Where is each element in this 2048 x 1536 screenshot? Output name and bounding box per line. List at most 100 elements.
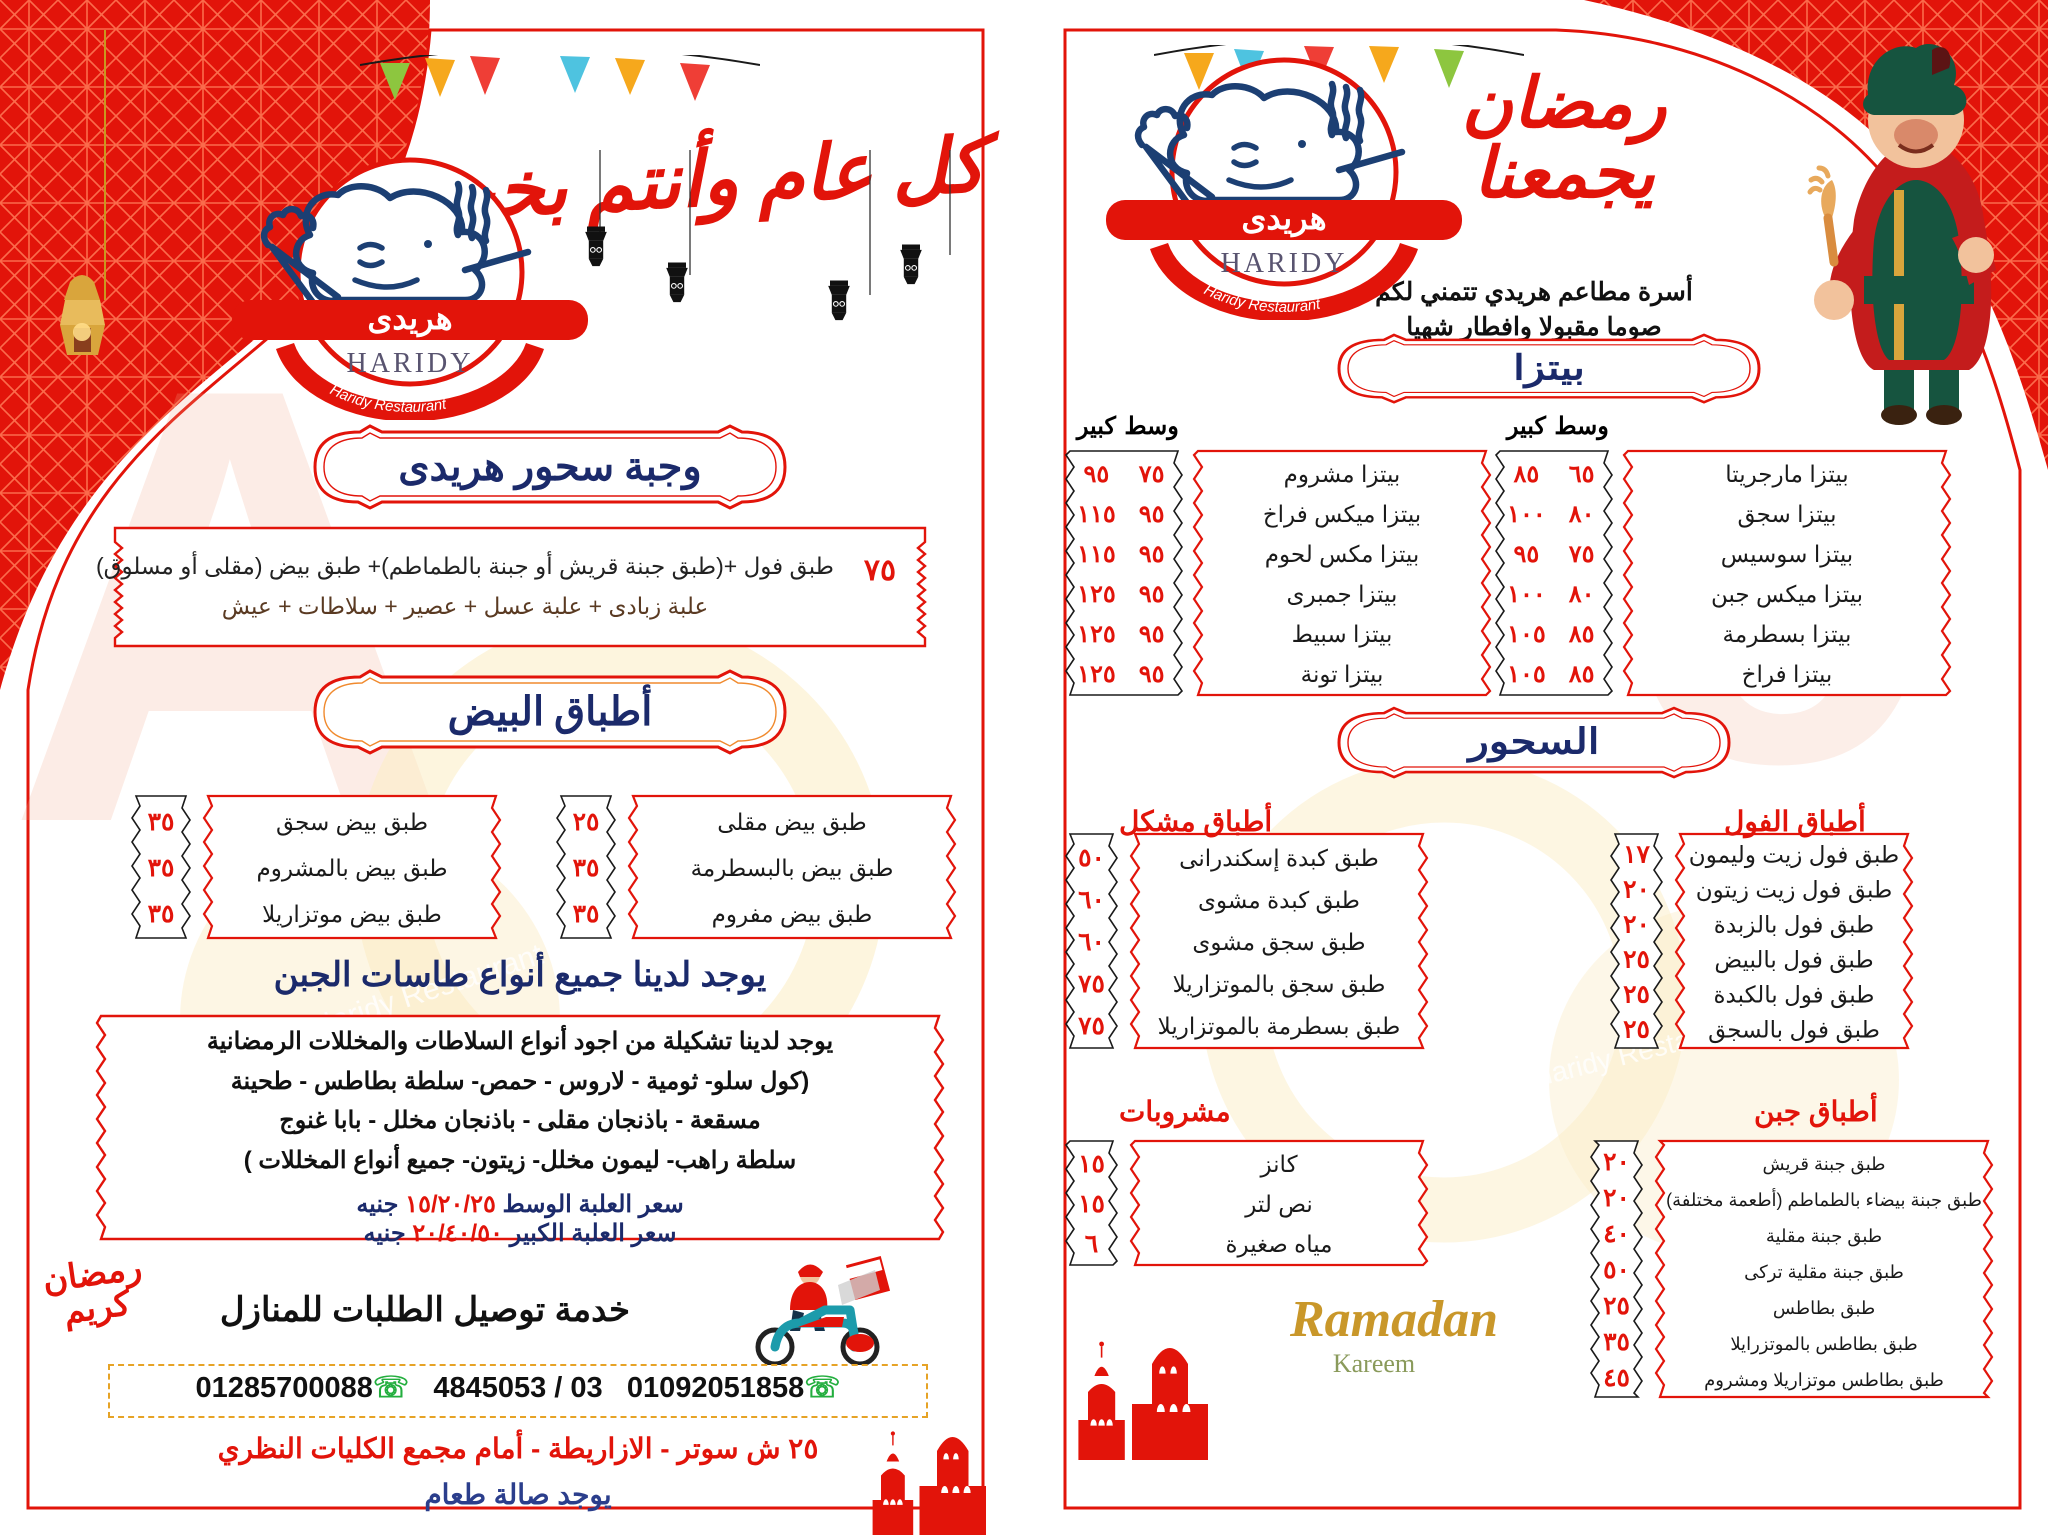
- svg-text:طبق بطاطس بالموتزرايلا: طبق بطاطس بالموتزرايلا: [1730, 1334, 1917, 1355]
- svg-text:طبق بيض بالبسطرمة: طبق بيض بالبسطرمة: [691, 855, 894, 882]
- svg-text:طبق فول زيت وليمون: طبق فول زيت وليمون: [1689, 842, 1899, 869]
- svg-text:طبق فول +(طبق جبنة قريش أو جبن: طبق فول +(طبق جبنة قريش أو جبنة بالطماطم…: [96, 551, 834, 580]
- svg-text:طبق فول بالسجق: طبق فول بالسجق: [1708, 1017, 1880, 1044]
- svg-text:٣٥: ٣٥: [148, 854, 175, 882]
- svg-text:هريدى: هريدى: [1241, 200, 1326, 238]
- svg-text:٧٥: ٧٥: [864, 554, 896, 587]
- svg-text:٢٥: ٢٥: [1623, 981, 1650, 1009]
- svg-text:بيتزا: بيتزا: [1513, 350, 1585, 389]
- svg-text:٦٠: ٦٠: [1078, 886, 1105, 914]
- svg-text:٥٠: ٥٠: [1078, 844, 1105, 872]
- svg-text:بيتزا ميكس جبن: بيتزا ميكس جبن: [1711, 581, 1863, 608]
- svg-text:طبق جبنة مقلية تركى: طبق جبنة مقلية تركى: [1744, 1262, 1904, 1283]
- svg-text:كبير: كبير: [1075, 413, 1117, 441]
- svg-text:٢٠: ٢٠: [1623, 876, 1650, 904]
- svg-text:٦٥: ٦٥: [1569, 461, 1595, 488]
- svg-text:طبق جبنة قريش: طبق جبنة قريش: [1763, 1154, 1886, 1175]
- svg-text:٩٥: ٩٥: [1139, 541, 1165, 568]
- svg-text:بيتزا سوسيس: بيتزا سوسيس: [1721, 541, 1853, 568]
- svg-text:Haridy Restaurant: Haridy Restaurant: [1201, 281, 1322, 316]
- svg-text:٢٠: ٢٠: [1603, 1148, 1630, 1176]
- svg-text:٢٥: ٢٥: [1603, 1292, 1630, 1320]
- svg-text:٨٥: ٨٥: [1513, 461, 1540, 488]
- svg-text:٤٥: ٤٥: [1603, 1364, 1630, 1392]
- svg-text:١٧: ١٧: [1623, 841, 1650, 869]
- svg-text:٥٠: ٥٠: [1603, 1256, 1630, 1284]
- svg-text:٣٥: ٣٥: [148, 808, 175, 836]
- svg-text:١١٥: ١١٥: [1077, 541, 1116, 568]
- svg-text:طبق كبدة إسكندرانى: طبق كبدة إسكندرانى: [1179, 845, 1379, 873]
- svg-text:بيتزا مارجريتا: بيتزا مارجريتا: [1725, 461, 1848, 488]
- svg-text:١٥: ١٥: [1078, 1150, 1105, 1178]
- svg-text:١٠٥: ١٠٥: [1507, 661, 1546, 688]
- svg-text:بيتزا سجق: بيتزا سجق: [1737, 501, 1836, 528]
- svg-text:١٢٥: ١٢٥: [1077, 621, 1116, 648]
- svg-text:مياه صغيرة: مياه صغيرة: [1225, 1231, 1332, 1258]
- svg-text:١٠٠: ١٠٠: [1507, 581, 1546, 608]
- svg-text:٨٥: ٨٥: [1568, 621, 1595, 648]
- svg-text:بيتزا بسطرمة: بيتزا بسطرمة: [1723, 621, 1852, 648]
- svg-text:٩٥: ٩٥: [1084, 461, 1110, 488]
- svg-text:HARIDY: HARIDY: [347, 348, 474, 379]
- svg-text:طبق بطاطس موتزاريلا ومشروم: طبق بطاطس موتزاريلا ومشروم: [1704, 1370, 1944, 1391]
- svg-text:طبق فول زيت زيتون: طبق فول زيت زيتون: [1696, 877, 1893, 904]
- svg-text:بيتزا فراخ: بيتزا فراخ: [1742, 661, 1833, 688]
- svg-text:بيتزا مكس لحوم: بيتزا مكس لحوم: [1265, 541, 1419, 568]
- svg-text:طبق سجق بالموتزاريلا: طبق سجق بالموتزاريلا: [1173, 971, 1386, 998]
- svg-text:طبق فول بالكبدة: طبق فول بالكبدة: [1714, 982, 1875, 1009]
- svg-text:طبق بطاطس: طبق بطاطس: [1773, 1298, 1875, 1319]
- svg-text:٧٥: ٧٥: [1077, 1012, 1105, 1040]
- svg-text:طبق بيض موتزاريلا: طبق بيض موتزاريلا: [262, 901, 442, 928]
- svg-text:٢٥: ٢٥: [1623, 946, 1650, 974]
- svg-text:٩٥: ٩٥: [1139, 661, 1165, 688]
- svg-text:٧٥: ٧٥: [1138, 461, 1165, 488]
- svg-text:٢٥: ٢٥: [573, 808, 600, 836]
- svg-text:طبق بيض سجق: طبق بيض سجق: [276, 809, 428, 836]
- svg-text:طبق جبنة بيضاء بالطماطم (أطعمة: طبق جبنة بيضاء بالطماطم (أطعمة مختلفة): [1666, 1188, 1982, 1211]
- svg-text:٩٥: ٩٥: [1139, 581, 1165, 608]
- svg-text:١٢٥: ١٢٥: [1077, 661, 1116, 688]
- svg-text:طبق فول بالبيض: طبق فول بالبيض: [1714, 947, 1873, 974]
- svg-text:وجبة سحور هريدى: وجبة سحور هريدى: [398, 444, 701, 491]
- svg-text:طبق بيض بالمشروم: طبق بيض بالمشروم: [257, 855, 448, 882]
- svg-text:كبير: كبير: [1505, 413, 1547, 441]
- svg-text:طبق جبنة مقلية: طبق جبنة مقلية: [1766, 1226, 1882, 1247]
- svg-text:Haridy Restaurant: Haridy Restaurant: [327, 381, 448, 416]
- svg-text:السحور: السحور: [1465, 723, 1599, 764]
- svg-text:كانز: كانز: [1259, 1151, 1297, 1178]
- svg-text:٢٠: ٢٠: [1603, 1184, 1630, 1212]
- svg-text:طبق فول بالزبدة: طبق فول بالزبدة: [1714, 912, 1874, 939]
- svg-text:٦: ٦: [1085, 1230, 1098, 1258]
- svg-text:١٠٠: ١٠٠: [1507, 501, 1546, 528]
- svg-text:٨٠: ٨٠: [1568, 501, 1595, 528]
- svg-text:٣٥: ٣٥: [573, 900, 600, 928]
- svg-text:٣٥: ٣٥: [148, 900, 175, 928]
- svg-text:٨٠: ٨٠: [1568, 581, 1595, 608]
- svg-text:٧٥: ٧٥: [1568, 541, 1595, 568]
- svg-text:أطباق البيض: أطباق البيض: [448, 683, 653, 736]
- svg-text:طبق بسطرمة بالموتزاريلا: طبق بسطرمة بالموتزاريلا: [1158, 1013, 1401, 1040]
- svg-text:طبق سجق مشوى: طبق سجق مشوى: [1192, 929, 1365, 956]
- svg-text:٣٥: ٣٥: [1603, 1328, 1630, 1356]
- svg-text:١١٥: ١١٥: [1077, 501, 1116, 528]
- svg-text:بيتزا تونة: بيتزا تونة: [1301, 661, 1384, 688]
- svg-text:٢٥: ٢٥: [1623, 1016, 1650, 1044]
- svg-text:١٥: ١٥: [1078, 1190, 1105, 1218]
- svg-text:١٢٥: ١٢٥: [1077, 581, 1116, 608]
- svg-text:٤٠: ٤٠: [1603, 1220, 1630, 1248]
- svg-text:بيتزا مشروم: بيتزا مشروم: [1284, 461, 1401, 488]
- svg-text:وسط: وسط: [1554, 413, 1608, 441]
- svg-text:٢٠: ٢٠: [1623, 911, 1650, 939]
- svg-text:بيتزا ميكس فراخ: بيتزا ميكس فراخ: [1263, 501, 1421, 528]
- svg-text:بيتزا سبيط: بيتزا سبيط: [1292, 621, 1393, 648]
- svg-text:٩٥: ٩٥: [1139, 621, 1165, 648]
- svg-text:٩٥: ٩٥: [1514, 541, 1540, 568]
- svg-text:٧٥: ٧٥: [1077, 970, 1105, 998]
- svg-text:٦٠: ٦٠: [1078, 928, 1105, 956]
- svg-text:طبق بيض مفروم: طبق بيض مفروم: [712, 901, 873, 928]
- svg-text:١٠٥: ١٠٥: [1507, 621, 1546, 648]
- svg-text:وسط: وسط: [1124, 413, 1178, 441]
- svg-text:٨٥: ٨٥: [1568, 661, 1595, 688]
- svg-text:٣٥: ٣٥: [573, 854, 600, 882]
- svg-text:طبق بيض مقلى: طبق بيض مقلى: [717, 809, 866, 836]
